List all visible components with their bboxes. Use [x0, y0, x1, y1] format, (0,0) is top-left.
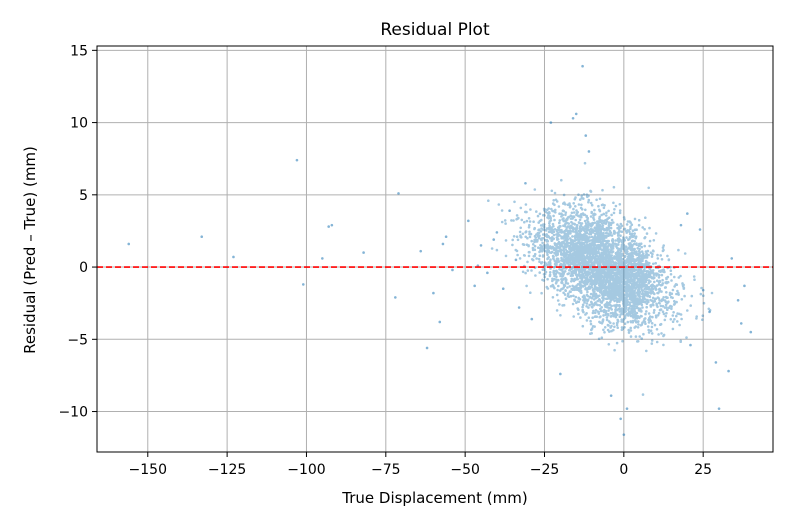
- scatter-point: [321, 257, 324, 260]
- scatter-point: [708, 310, 711, 314]
- scatter-points: [127, 64, 753, 436]
- scatter-point: [327, 225, 330, 228]
- y-tick-label: −10: [58, 405, 88, 421]
- scatter-point: [749, 330, 753, 334]
- scatter-point: [441, 242, 445, 246]
- scatter-point: [619, 417, 622, 421]
- x-tick-label: −100: [287, 462, 325, 478]
- scatter-point: [467, 219, 470, 223]
- scatter-point: [419, 249, 423, 253]
- y-tick-label: 5: [79, 188, 88, 204]
- scatter-point: [714, 361, 718, 364]
- scatter-point: [549, 121, 553, 124]
- scatter-point: [530, 317, 534, 321]
- scatter-point: [200, 235, 204, 239]
- scatter-point: [736, 298, 740, 302]
- scatter-point: [701, 288, 705, 292]
- scatter-point: [689, 343, 692, 347]
- scatter-point: [492, 238, 496, 241]
- scatter-point: [127, 242, 131, 246]
- scatter-point: [625, 407, 629, 410]
- scatter-point: [362, 251, 365, 254]
- scatter-point: [451, 268, 454, 272]
- scatter-point: [730, 257, 734, 260]
- scatter-point: [486, 271, 489, 275]
- scatter-point: [444, 235, 448, 239]
- scatter-point: [743, 284, 746, 288]
- y-tick-label: 15: [70, 43, 88, 59]
- scatter-point: [727, 369, 730, 373]
- scatter-point: [524, 181, 527, 185]
- scatter-point: [295, 158, 299, 162]
- scatter-point: [581, 64, 584, 68]
- y-tick-label: 10: [70, 116, 88, 132]
- scatter-point: [679, 223, 683, 227]
- x-tick-label: −50: [450, 462, 480, 478]
- scatter-point: [571, 116, 575, 120]
- scatter-point: [587, 150, 591, 153]
- scatter-point: [495, 231, 499, 234]
- scatter-point: [508, 209, 511, 213]
- scatter-point: [432, 291, 435, 295]
- y-tick-label: −5: [67, 332, 88, 348]
- scatter-point: [330, 223, 334, 227]
- x-tick-label: 25: [694, 462, 712, 478]
- y-axis-label: Residual (Pred – True) (mm): [21, 146, 39, 354]
- scatter-point: [559, 372, 562, 376]
- x-axis-ticks: −150 −125 −100 −75 −50 −25 0 25: [129, 452, 712, 478]
- scatter-point: [501, 287, 505, 291]
- chart-title: Residual Plot: [380, 20, 490, 40]
- scatter-point: [397, 192, 400, 195]
- scatter-point-cluster: [487, 161, 714, 396]
- scatter-point: [479, 244, 483, 247]
- scatter-point: [232, 255, 235, 259]
- x-tick-label: −150: [129, 462, 167, 478]
- scatter-point: [517, 306, 521, 309]
- scatter-point: [574, 112, 578, 116]
- y-axis-ticks: −10 −5 0 5 10 15: [58, 43, 97, 421]
- scatter-point: [301, 283, 305, 286]
- x-axis-label: True Displacement (mm): [341, 489, 527, 507]
- scatter-point: [514, 258, 518, 262]
- scatter-point: [622, 433, 626, 436]
- y-tick-label: 0: [79, 260, 88, 276]
- x-tick-label: −75: [371, 462, 401, 478]
- x-tick-label: −125: [208, 462, 246, 478]
- scatter-point: [584, 134, 588, 137]
- scatter-point: [739, 322, 743, 325]
- scatter-point: [438, 320, 442, 324]
- scatter-point: [698, 228, 702, 231]
- scatter-point: [394, 296, 397, 299]
- scatter-point: [473, 284, 476, 288]
- plot-frame: [96, 45, 774, 453]
- scatter-point: [609, 394, 613, 397]
- scatter-point: [425, 346, 429, 350]
- x-tick-label: −25: [530, 462, 560, 478]
- grid-lines: [97, 46, 773, 452]
- scatter-point: [717, 407, 721, 410]
- scatter-point: [686, 212, 689, 215]
- x-tick-label: 0: [619, 462, 628, 478]
